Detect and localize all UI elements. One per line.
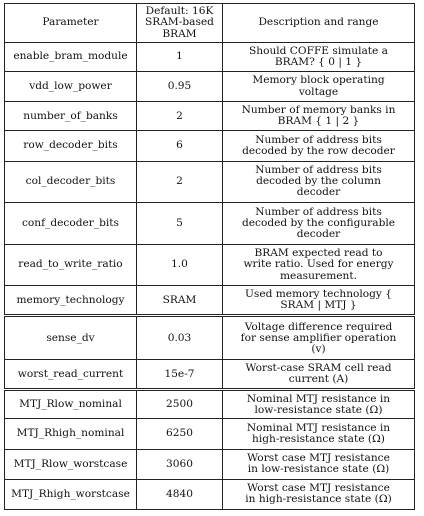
cell-default: 2 [136, 160, 223, 204]
table-row: number_of_banks 2 Number of memory banks… [4, 101, 415, 132]
cell-default: 0.95 [136, 71, 223, 103]
cell-parameter: MTJ_Rlow_worstcase [4, 448, 137, 480]
parameter-table: Parameter Default: 16K SRAM-based BRAM D… [4, 3, 415, 511]
table-row: MTJ_Rhigh_worstcase 4840 Worst case MTJ … [4, 478, 415, 511]
cell-default: 2500 [136, 388, 223, 420]
cell-parameter: col_decoder_bits [4, 160, 137, 204]
cell-default: SRAM [136, 285, 223, 317]
cell-default: 6 [136, 130, 223, 162]
cell-description: Number of address bits decoded by the co… [222, 202, 415, 245]
header-parameter: Parameter [4, 3, 137, 43]
cell-description: BRAM expected read to write ratio. Used … [222, 243, 415, 287]
cell-parameter: worst_read_current [4, 359, 137, 391]
cell-default: 0.03 [136, 314, 223, 361]
cell-description: Worst case MTJ resistance in low-resista… [222, 448, 415, 480]
cell-parameter: conf_decoder_bits [4, 202, 137, 245]
cell-default: 2 [136, 101, 223, 132]
cell-default: 3060 [136, 448, 223, 480]
cell-parameter: vdd_low_power [4, 71, 137, 103]
table-row: row_decoder_bits 6 Number of address bit… [4, 130, 415, 162]
cell-description: Should COFFE simulate a BRAM? { 0 | 1 } [222, 41, 415, 73]
table-row: MTJ_Rlow_nominal 2500 Nominal MTJ resist… [4, 388, 415, 420]
cell-parameter: MTJ_Rhigh_worstcase [4, 478, 137, 511]
cell-parameter: memory_technology [4, 285, 137, 317]
table-header-row: Parameter Default: 16K SRAM-based BRAM D… [4, 3, 415, 43]
cell-default: 15e-7 [136, 359, 223, 391]
cell-default: 5 [136, 202, 223, 245]
table-row: sense_dv 0.03 Voltage difference require… [4, 314, 415, 361]
cell-default: 6250 [136, 418, 223, 450]
cell-default: 1 [136, 41, 223, 73]
cell-description: Number of memory banks in BRAM { 1 | 2 } [222, 101, 415, 132]
table-row: worst_read_current 15e-7 Worst-case SRAM… [4, 359, 415, 391]
cell-parameter: number_of_banks [4, 101, 137, 132]
table-row: enable_bram_module 1 Should COFFE simula… [4, 41, 415, 73]
cell-parameter: MTJ_Rhigh_nominal [4, 418, 137, 450]
table-row: read_to_write_ratio 1.0 BRAM expected re… [4, 243, 415, 287]
table-row: col_decoder_bits 2 Number of address bit… [4, 160, 415, 204]
cell-default: 1.0 [136, 243, 223, 287]
cell-description: Number of address bits decoded by the ro… [222, 130, 415, 162]
cell-parameter: row_decoder_bits [4, 130, 137, 162]
cell-parameter: MTJ_Rlow_nominal [4, 388, 137, 420]
parameter-table-container: Parameter Default: 16K SRAM-based BRAM D… [4, 3, 415, 511]
cell-description: Nominal MTJ resistance in high-resistanc… [222, 418, 415, 450]
cell-parameter: sense_dv [4, 314, 137, 361]
cell-parameter: enable_bram_module [4, 41, 137, 73]
cell-description: Used memory technology { SRAM | MTJ } [222, 285, 415, 317]
cell-description: Nominal MTJ resistance in low-resistance… [222, 388, 415, 420]
cell-default: 4840 [136, 478, 223, 511]
cell-description: Number of address bits decoded by the co… [222, 160, 415, 204]
header-default: Default: 16K SRAM-based BRAM [136, 3, 223, 43]
table-row: conf_decoder_bits 5 Number of address bi… [4, 202, 415, 245]
cell-description: Voltage difference required for sense am… [222, 314, 415, 361]
table-row: vdd_low_power 0.95 Memory block operatin… [4, 71, 415, 103]
cell-description: Memory block operating voltage [222, 71, 415, 103]
cell-parameter: read_to_write_ratio [4, 243, 137, 287]
cell-description: Worst-case SRAM cell read current (A) [222, 359, 415, 391]
header-description: Description and range [222, 3, 415, 43]
table-row: MTJ_Rhigh_nominal 6250 Nominal MTJ resis… [4, 418, 415, 450]
table-row: memory_technology SRAM Used memory techn… [4, 285, 415, 317]
table-row: MTJ_Rlow_worstcase 3060 Worst case MTJ r… [4, 448, 415, 480]
cell-description: Worst case MTJ resistance in high-resist… [222, 478, 415, 511]
